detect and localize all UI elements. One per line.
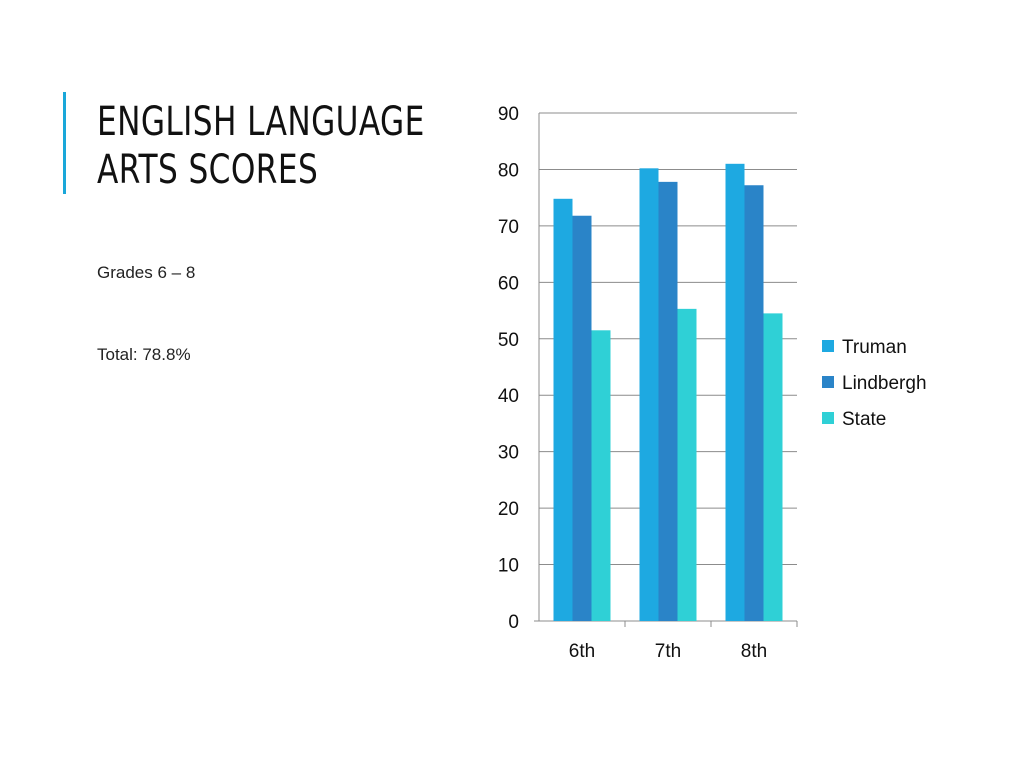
y-tick-label: 0	[508, 612, 519, 633]
slide-title-line-2: ARTS SCORES	[97, 147, 319, 193]
legend-swatch	[822, 376, 834, 388]
grades-text: Grades 6 – 8	[97, 263, 196, 282]
bar-truman-7th	[639, 168, 659, 621]
y-tick-label: 90	[498, 104, 519, 125]
bar-lindbergh-8th	[744, 185, 764, 621]
legend-swatch	[822, 412, 834, 424]
x-tick-label: 7th	[655, 641, 681, 662]
bar-truman-6th	[553, 198, 573, 621]
y-tick-label: 70	[498, 217, 519, 238]
x-tick-label: 8th	[741, 641, 767, 662]
legend-label: Lindbergh	[842, 373, 927, 394]
y-tick-label: 30	[498, 443, 519, 464]
slide-title-line-1: ENGLISH LANGUAGE	[97, 99, 425, 145]
legend-swatch	[822, 340, 834, 352]
y-tick-label: 80	[498, 160, 519, 181]
bar-state-6th	[591, 330, 611, 621]
y-tick-label: 50	[498, 330, 519, 351]
y-tick-label: 60	[498, 273, 519, 294]
legend-label: Truman	[842, 337, 907, 358]
bar-state-8th	[763, 313, 783, 621]
total-text: Total: 78.8%	[97, 345, 191, 364]
bar-lindbergh-6th	[572, 215, 592, 621]
bar-truman-8th	[725, 163, 745, 622]
y-tick-label: 40	[498, 386, 519, 407]
title-accent-bar	[63, 92, 66, 194]
x-tick-label: 6th	[569, 641, 595, 662]
y-tick-label: 20	[498, 499, 519, 520]
bar-lindbergh-7th	[658, 181, 678, 621]
legend-label: State	[842, 409, 886, 430]
slide-title: ENGLISH LANGUAGE ARTS SCORES	[97, 98, 425, 194]
y-tick-label: 10	[498, 556, 519, 577]
bar-state-7th	[677, 308, 697, 621]
